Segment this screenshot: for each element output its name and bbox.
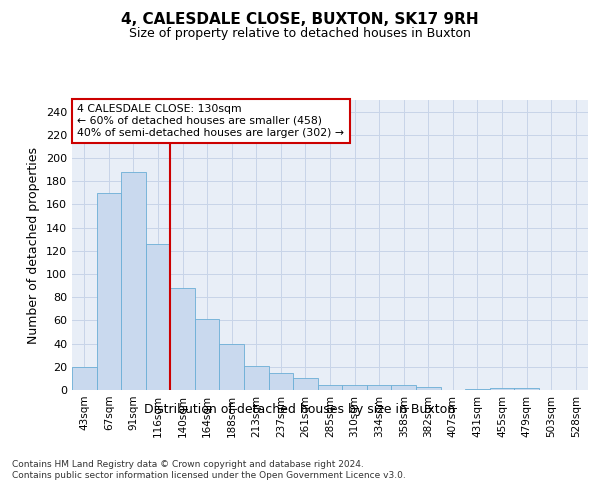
Bar bbox=[72, 367, 97, 390]
Bar bbox=[146, 244, 170, 390]
Bar bbox=[342, 386, 367, 390]
Bar bbox=[367, 386, 391, 390]
Bar bbox=[293, 378, 318, 390]
Text: Contains HM Land Registry data © Crown copyright and database right 2024.: Contains HM Land Registry data © Crown c… bbox=[12, 460, 364, 469]
Text: 4, CALESDALE CLOSE, BUXTON, SK17 9RH: 4, CALESDALE CLOSE, BUXTON, SK17 9RH bbox=[121, 12, 479, 28]
Bar bbox=[391, 386, 416, 390]
Text: 4 CALESDALE CLOSE: 130sqm
← 60% of detached houses are smaller (458)
40% of semi: 4 CALESDALE CLOSE: 130sqm ← 60% of detac… bbox=[77, 104, 344, 138]
Bar bbox=[121, 172, 146, 390]
Bar bbox=[490, 388, 514, 390]
Bar bbox=[465, 389, 490, 390]
Bar bbox=[318, 386, 342, 390]
Bar bbox=[416, 386, 440, 390]
Bar bbox=[514, 388, 539, 390]
Text: Size of property relative to detached houses in Buxton: Size of property relative to detached ho… bbox=[129, 28, 471, 40]
Y-axis label: Number of detached properties: Number of detached properties bbox=[28, 146, 40, 344]
Bar bbox=[97, 193, 121, 390]
Text: Distribution of detached houses by size in Buxton: Distribution of detached houses by size … bbox=[145, 402, 455, 415]
Bar bbox=[220, 344, 244, 390]
Bar bbox=[269, 372, 293, 390]
Bar bbox=[244, 366, 269, 390]
Text: Contains public sector information licensed under the Open Government Licence v3: Contains public sector information licen… bbox=[12, 471, 406, 480]
Bar bbox=[170, 288, 195, 390]
Bar bbox=[195, 319, 220, 390]
